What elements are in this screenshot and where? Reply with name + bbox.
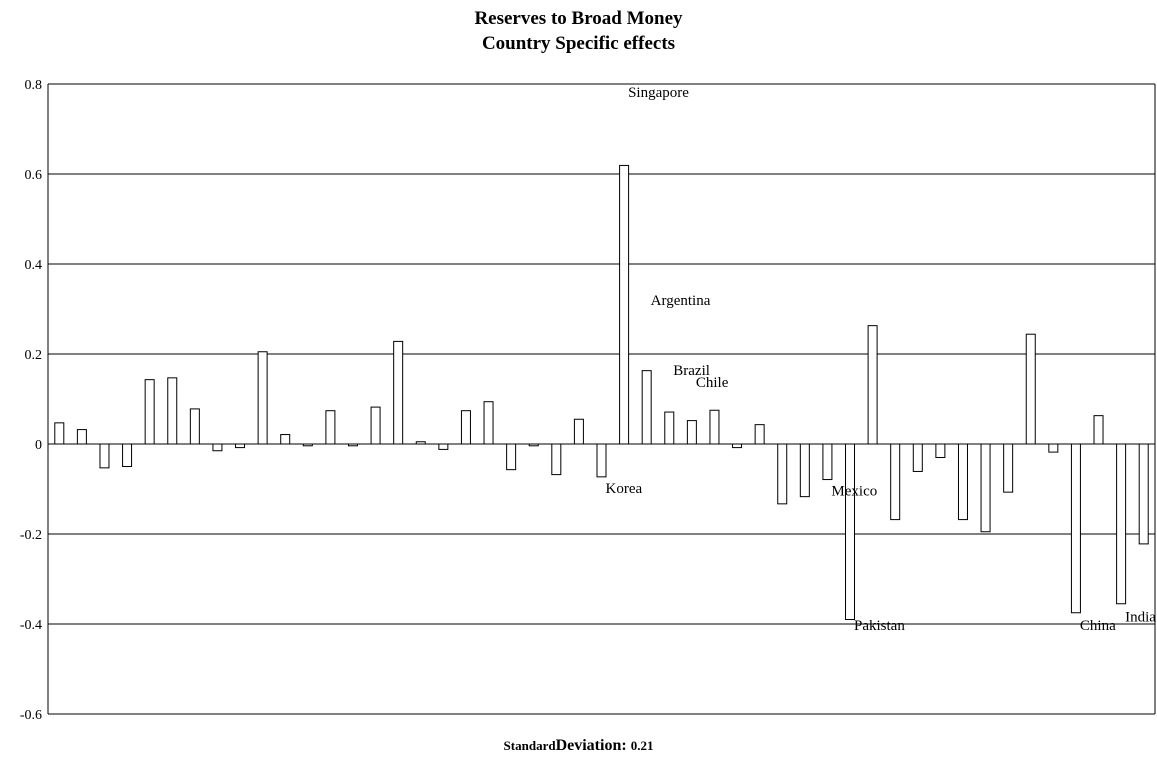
chart-title-block: Reserves to Broad Money Country Specific… bbox=[0, 6, 1157, 56]
bar-annotation: Pakistan bbox=[854, 618, 905, 634]
bar bbox=[732, 443, 743, 449]
bar bbox=[528, 443, 539, 447]
y-tick-label: 0.6 bbox=[25, 168, 43, 183]
bar-annotation: Argentina bbox=[651, 293, 711, 309]
y-tick-label: 0.2 bbox=[25, 348, 43, 363]
bar bbox=[935, 443, 946, 458]
bar bbox=[370, 406, 381, 445]
bar bbox=[189, 408, 200, 445]
y-tick-label: -0.6 bbox=[20, 708, 42, 723]
bar bbox=[1116, 443, 1127, 605]
bar-annotation: Chile bbox=[696, 375, 729, 391]
chart-subtitle: Country Specific effects bbox=[481, 33, 676, 54]
bar bbox=[325, 410, 336, 445]
bar bbox=[302, 443, 313, 447]
bar bbox=[980, 443, 991, 533]
y-tick-label: 0.8 bbox=[25, 78, 43, 93]
bar bbox=[280, 434, 291, 445]
bar bbox=[845, 443, 856, 620]
bar-annotation: India bbox=[1125, 609, 1156, 625]
bar bbox=[257, 351, 268, 445]
bar bbox=[483, 401, 494, 445]
bar bbox=[235, 443, 246, 449]
bar bbox=[867, 325, 878, 445]
y-tick-label: 0.4 bbox=[25, 258, 43, 273]
bar-annotation: Singapore bbox=[628, 85, 689, 101]
bar-annotation: Brazil bbox=[673, 363, 710, 379]
bar bbox=[573, 418, 584, 445]
bar bbox=[167, 377, 178, 445]
footer-value: 0.21 bbox=[630, 738, 654, 753]
bar bbox=[212, 443, 223, 452]
bar-annotation: Mexico bbox=[831, 483, 877, 499]
y-tick-label: 0 bbox=[35, 438, 42, 453]
std-deviation-footer: StandardDeviation: 0.21 bbox=[0, 737, 1157, 755]
bar bbox=[1025, 333, 1036, 445]
bar-annotation: Korea bbox=[606, 481, 643, 497]
bar bbox=[415, 441, 426, 445]
bar bbox=[347, 443, 358, 447]
y-tick-label: -0.2 bbox=[20, 528, 42, 543]
footer-label-standard: Standard bbox=[503, 738, 556, 753]
bar bbox=[777, 443, 788, 505]
bar bbox=[799, 443, 810, 498]
bar bbox=[664, 411, 675, 445]
bar bbox=[1003, 443, 1014, 493]
bar bbox=[122, 443, 133, 467]
bar-annotation: China bbox=[1080, 618, 1116, 634]
footer-label-deviation: Deviation: bbox=[555, 737, 627, 754]
bar bbox=[506, 443, 517, 471]
bar bbox=[686, 420, 697, 445]
bar bbox=[912, 443, 923, 472]
bar bbox=[709, 409, 720, 445]
bar bbox=[551, 443, 562, 476]
bar bbox=[144, 379, 155, 445]
bar bbox=[619, 164, 630, 445]
bar bbox=[1093, 415, 1104, 445]
bar-chart: -0.6 -0.4 -0.2 0 0.2 0.4 0.6 0.8 Singapore Argent… bbox=[20, 78, 1156, 723]
bar bbox=[1138, 443, 1149, 545]
bar bbox=[822, 443, 833, 481]
bar bbox=[460, 410, 471, 445]
bar bbox=[76, 429, 87, 445]
bar bbox=[1070, 443, 1081, 614]
bar bbox=[54, 422, 65, 445]
y-tick-label: -0.4 bbox=[20, 618, 42, 633]
bar bbox=[596, 443, 607, 478]
bar bbox=[957, 443, 968, 521]
bar bbox=[438, 443, 449, 450]
bar bbox=[1048, 443, 1059, 453]
bar bbox=[99, 443, 110, 469]
bar bbox=[393, 340, 404, 445]
bar bbox=[754, 424, 765, 445]
bar bbox=[641, 370, 652, 445]
bar bbox=[890, 443, 901, 521]
chart-title: Reserves to Broad Money bbox=[474, 8, 683, 29]
